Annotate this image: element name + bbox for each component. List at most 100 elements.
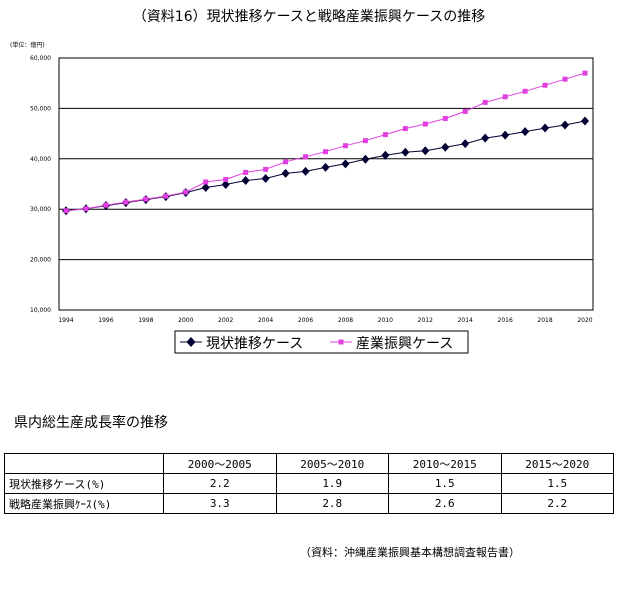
data-point-square — [462, 108, 468, 114]
series-line-1 — [65, 72, 586, 212]
x-tick-label: 2012 — [418, 317, 433, 324]
table-cell: 1.5 — [388, 473, 502, 494]
growth-rate-table: 2000～2005 2005～2010 2010～2015 2015～2020 … — [4, 453, 614, 514]
gridlines — [59, 107, 593, 261]
table-row: 戦略産業振興ｹｰｽ(%) 3.3 2.8 2.6 2.2 — [4, 493, 614, 514]
data-point-diamond — [321, 162, 330, 172]
table-cell: 2.2 — [163, 473, 277, 494]
data-point-square — [283, 159, 289, 165]
data-point-diamond — [541, 123, 550, 133]
data-point-diamond — [421, 146, 430, 156]
y-tick-label: 10,000 — [30, 307, 51, 314]
data-point-diamond — [361, 154, 370, 164]
legend-box — [174, 330, 469, 354]
data-point-diamond — [241, 175, 250, 185]
data-point-diamond — [581, 116, 589, 126]
x-tick-label: 2008 — [338, 317, 353, 324]
data-point-square — [323, 149, 328, 155]
data-point-square — [83, 206, 89, 212]
data-point-square — [582, 70, 588, 76]
data-point-diamond — [501, 130, 510, 140]
data-point-square — [203, 179, 209, 185]
line-chart: (単位：億円) 10,000 20,000 30,000 40,000 50,000 60… — [10, 41, 594, 354]
table-header — [4, 453, 164, 474]
data-point-diamond — [261, 173, 270, 183]
legend-label-1: 産業振興ケース — [356, 336, 453, 352]
x-tick-label: 1998 — [138, 317, 153, 324]
data-point-diamond — [441, 142, 450, 152]
data-point-diamond — [221, 180, 230, 190]
unit-label: (単位：億円) — [10, 41, 45, 49]
data-point-square — [263, 166, 269, 172]
table-cell: 1.9 — [275, 473, 389, 494]
data-point-square — [123, 199, 129, 205]
x-tick-label: 1996 — [98, 317, 113, 324]
table-cell: 2.8 — [275, 493, 389, 514]
data-point-diamond — [341, 159, 350, 169]
table-header: 2000～2005 — [163, 453, 277, 474]
y-tick-label: 20,000 — [30, 257, 51, 264]
data-point-square — [303, 154, 309, 160]
row-label: 戦略産業振興ｹｰｽ(%) — [4, 493, 164, 514]
y-tick-label: 40,000 — [30, 156, 51, 163]
data-point-diamond — [561, 120, 570, 130]
legend-marker-diamond — [186, 337, 196, 347]
table-cell: 2.6 — [388, 493, 502, 514]
legend-label-0: 現状推移ケース — [206, 336, 303, 352]
legend: 現状推移ケース 産業振興ケース — [174, 330, 469, 354]
data-point-square — [502, 94, 508, 100]
data-point-diamond — [401, 147, 410, 157]
data-point-square — [482, 99, 488, 105]
source-note: （資料：沖縄産業振興基本構想調査報告書） — [300, 546, 520, 559]
x-tick-label: 2010 — [378, 317, 393, 324]
data-point-square — [63, 208, 69, 214]
data-point-diamond — [521, 127, 530, 137]
x-tick-label: 2018 — [537, 317, 552, 324]
data-point-square — [243, 169, 249, 175]
x-tick-label: 2004 — [258, 317, 273, 324]
table-header: 2010～2015 — [388, 453, 502, 474]
x-tick-label: 2000 — [178, 317, 193, 324]
data-point-square — [422, 121, 428, 127]
row-label: 現状推移ケース(%) — [4, 473, 164, 494]
data-point-square — [362, 138, 368, 144]
y-tick-label: 50,000 — [30, 105, 51, 112]
plot-area — [58, 57, 594, 311]
data-point-diamond — [201, 183, 210, 193]
table-header: 2015～2020 — [500, 453, 614, 474]
y-tick-label: 30,000 — [30, 206, 51, 213]
data-point-diamond — [481, 133, 490, 143]
data-point-square — [382, 132, 388, 138]
table-row: 現状推移ケース(%) 2.2 1.9 1.5 1.5 — [4, 473, 614, 494]
data-point-diamond — [281, 168, 290, 178]
data-point-square — [542, 82, 548, 88]
x-tick-label: 2014 — [458, 317, 473, 324]
chart-title: （資料16）現状推移ケースと戦略産業振興ケースの推移 — [132, 9, 486, 25]
data-point-square — [103, 202, 109, 208]
data-point-diamond — [301, 166, 310, 176]
section-title: 県内総生産成長率の推移 — [14, 415, 168, 431]
x-tick-label: 2016 — [498, 317, 513, 324]
data-point-square — [562, 76, 568, 82]
table-header-row: 2000～2005 2005～2010 2010～2015 2015～2020 — [4, 453, 614, 474]
x-tick-label: 2006 — [298, 317, 313, 324]
data-point-square — [223, 176, 229, 182]
data-point-square — [342, 143, 348, 149]
data-point-diamond — [381, 150, 390, 160]
table-cell: 1.5 — [500, 473, 614, 494]
x-tick-label: 1994 — [58, 317, 73, 324]
table-cell: 2.2 — [500, 493, 614, 514]
x-axis: 1994 1996 1998 2000 2002 2004 2006 2008 2010 2012… — [58, 317, 592, 324]
data-point-square — [402, 126, 408, 132]
x-tick-label: 2002 — [218, 317, 233, 324]
x-tick-label: 2020 — [577, 317, 592, 324]
data-point-square — [522, 88, 528, 94]
data-point-diamond — [461, 139, 470, 149]
table-cell: 3.3 — [163, 493, 277, 514]
data-point-square — [183, 189, 189, 195]
table-header: 2005～2010 — [275, 453, 389, 474]
series — [62, 70, 589, 216]
data-point-square — [442, 115, 448, 121]
data-point-square — [143, 196, 149, 202]
legend-marker-square — [338, 339, 344, 345]
